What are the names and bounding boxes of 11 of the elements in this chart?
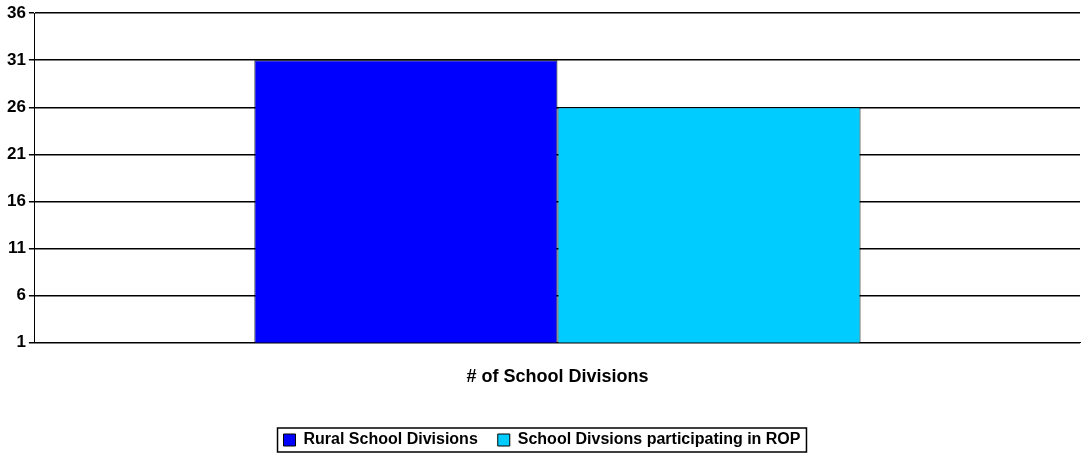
y-tick-label: 31: [6, 49, 26, 69]
y-tick-label: 16: [6, 191, 26, 210]
x-tick-label: # of School Divisions: [466, 366, 649, 387]
legend-label: Rural School Divisions: [303, 430, 478, 448]
y-tick-label: 36: [6, 2, 26, 22]
y-tick-label: 11: [7, 238, 26, 258]
y-tick-label: 6: [16, 285, 26, 305]
y-tick-label: 21: [6, 143, 26, 163]
legend-label: School Divsions participating in ROP: [517, 430, 801, 448]
y-tick-label: 1: [16, 332, 26, 352]
y-tick-label: 26: [6, 96, 26, 116]
